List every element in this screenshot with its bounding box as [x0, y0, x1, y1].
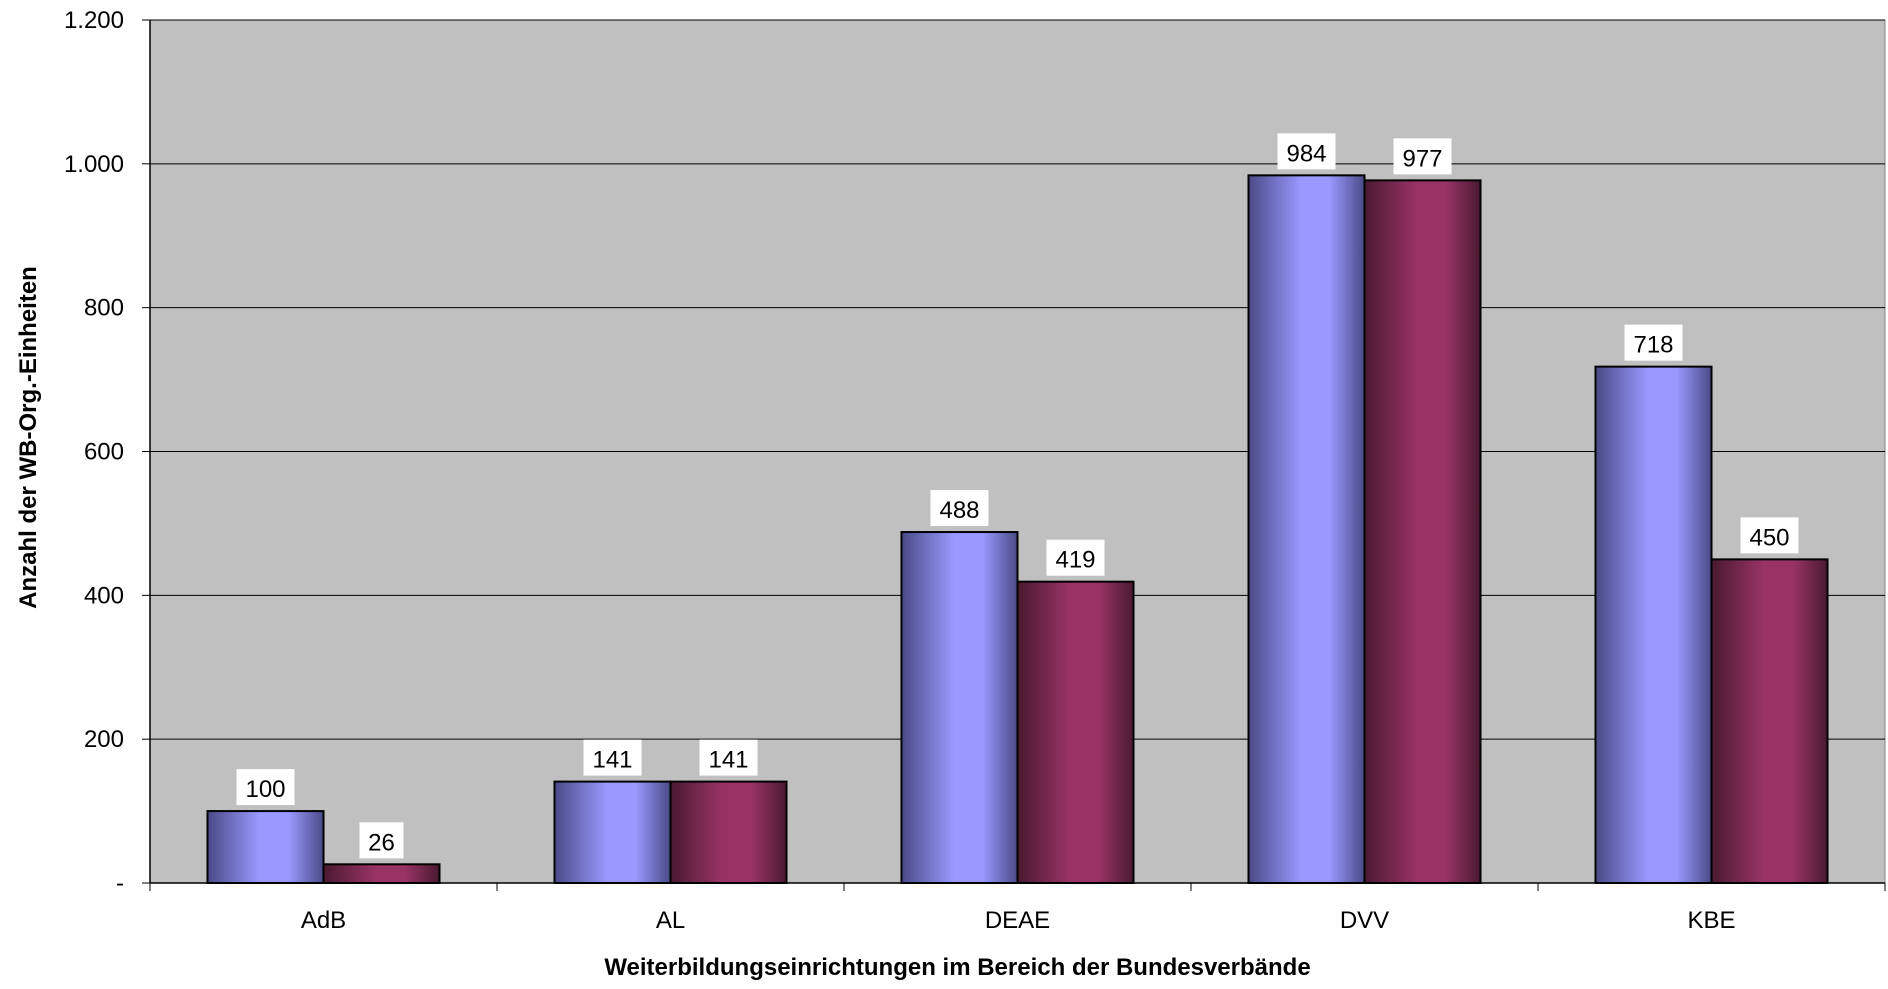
y-tick-label: 1.000: [64, 151, 124, 178]
x-axis-title: Weiterbildungseinrichtungen im Bereich d…: [604, 954, 1310, 981]
data-label-box: [359, 822, 404, 859]
data-label-box: [1393, 138, 1452, 175]
data-label-box: [583, 739, 642, 776]
x-tick-label: AdB: [301, 907, 346, 934]
bar: [900, 531, 1019, 885]
bar: [669, 780, 788, 884]
data-label-box: [930, 490, 989, 527]
x-tick-label: KBE: [1687, 907, 1735, 934]
data-label-box: [699, 739, 758, 776]
bar: [1247, 174, 1366, 884]
y-axis-title: Anzahl der WB-Org.-Einheiten: [15, 266, 42, 609]
data-label-box: [1740, 517, 1799, 554]
data-label-box: [236, 769, 295, 806]
data-label-box: [1624, 324, 1683, 361]
y-tick-label: -: [116, 870, 124, 897]
y-tick-label: 400: [84, 582, 124, 609]
data-label-box: [1046, 539, 1105, 576]
bar: [322, 863, 441, 885]
y-tick-label: 1.200: [64, 7, 124, 34]
x-tick-label: DEAE: [985, 907, 1050, 934]
data-label-box: [1277, 133, 1336, 170]
data-label: 977: [1402, 145, 1442, 172]
bar: [1594, 365, 1713, 885]
data-label: 141: [708, 747, 748, 774]
bar: [1363, 179, 1482, 885]
data-label: 141: [592, 747, 632, 774]
data-label: 419: [1055, 547, 1095, 574]
y-tick-label: 200: [84, 726, 124, 753]
data-label: 488: [939, 497, 979, 524]
data-label: 450: [1749, 524, 1789, 551]
y-tick-label: 600: [84, 439, 124, 466]
bar: [553, 780, 672, 884]
bar: [1016, 580, 1135, 885]
y-tick-label: 800: [84, 295, 124, 322]
x-tick-label: AL: [656, 907, 685, 934]
data-label: 984: [1286, 140, 1326, 167]
bar: [1710, 558, 1829, 884]
data-label: 718: [1633, 332, 1673, 359]
data-label: 100: [245, 776, 285, 803]
data-labels: 100 26 141 141 488 419 984 977 718 450: [236, 133, 1799, 859]
x-tick-label: DVV: [1340, 907, 1389, 934]
axes: - 200 400 600 800 1.000 1.200 AdB AL DEAE DVV KBE: [64, 7, 1886, 934]
bars: [206, 174, 1829, 885]
data-label: 26: [368, 829, 395, 856]
bar: [206, 810, 325, 884]
